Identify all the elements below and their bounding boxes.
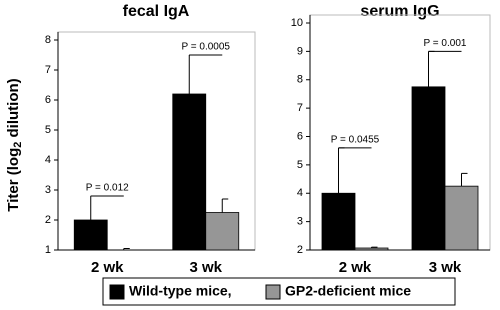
- y-tick-label: 6: [297, 130, 303, 142]
- y-tick-label: 2: [297, 244, 303, 256]
- x-tick-label: 3 wk: [189, 259, 222, 276]
- y-label-sub: 2: [12, 142, 24, 148]
- y-tick-label: 4: [45, 154, 51, 166]
- y-axis-label: Titer (log2 dilution): [5, 78, 24, 211]
- chart-title: serum IgG: [360, 3, 439, 20]
- y-tick-label: 4: [297, 187, 303, 199]
- x-tick-label: 3 wk: [429, 259, 462, 276]
- y-label-text: Titer (log: [5, 148, 22, 212]
- x-tick-label: 2 wk: [91, 259, 124, 276]
- y-tick-label: 7: [45, 64, 51, 76]
- y-tick-label: 5: [297, 159, 303, 171]
- bar: [411, 86, 446, 251]
- y-tick-label: 3: [45, 184, 51, 196]
- y-tick-label: 1: [45, 244, 51, 256]
- p-value: P = 0.0005: [182, 42, 231, 53]
- y-tick-label: 7: [297, 102, 303, 114]
- legend-label: Wild-type mice,: [129, 283, 232, 299]
- y-tick-label: 5: [45, 124, 51, 136]
- y-label-tail: dilution): [5, 78, 22, 141]
- bar: [321, 192, 356, 251]
- legend-box: [102, 277, 456, 306]
- bar: [444, 185, 479, 251]
- p-value: P = 0.012: [86, 183, 129, 194]
- legend-swatch: [265, 284, 281, 300]
- chart-title: fecal IgA: [123, 3, 190, 20]
- y-tick-label: 8: [45, 34, 51, 46]
- bar: [73, 219, 108, 251]
- y-tick-label: 10: [291, 17, 303, 29]
- p-value: P = 0.001: [424, 38, 467, 49]
- bar: [205, 212, 240, 251]
- y-tick-label: 2: [45, 214, 51, 226]
- bar: [354, 247, 389, 251]
- bar: [172, 93, 207, 251]
- y-tick-label: 3: [297, 216, 303, 228]
- y-tick-label: 6: [45, 94, 51, 106]
- y-tick-label: 9: [297, 45, 303, 57]
- legend-swatch: [109, 284, 125, 300]
- x-tick-label: 2 wk: [339, 259, 372, 276]
- legend-label: GP2-deficient mice: [285, 283, 411, 299]
- y-tick-label: 8: [297, 74, 303, 86]
- p-value: P = 0.0455: [331, 134, 380, 145]
